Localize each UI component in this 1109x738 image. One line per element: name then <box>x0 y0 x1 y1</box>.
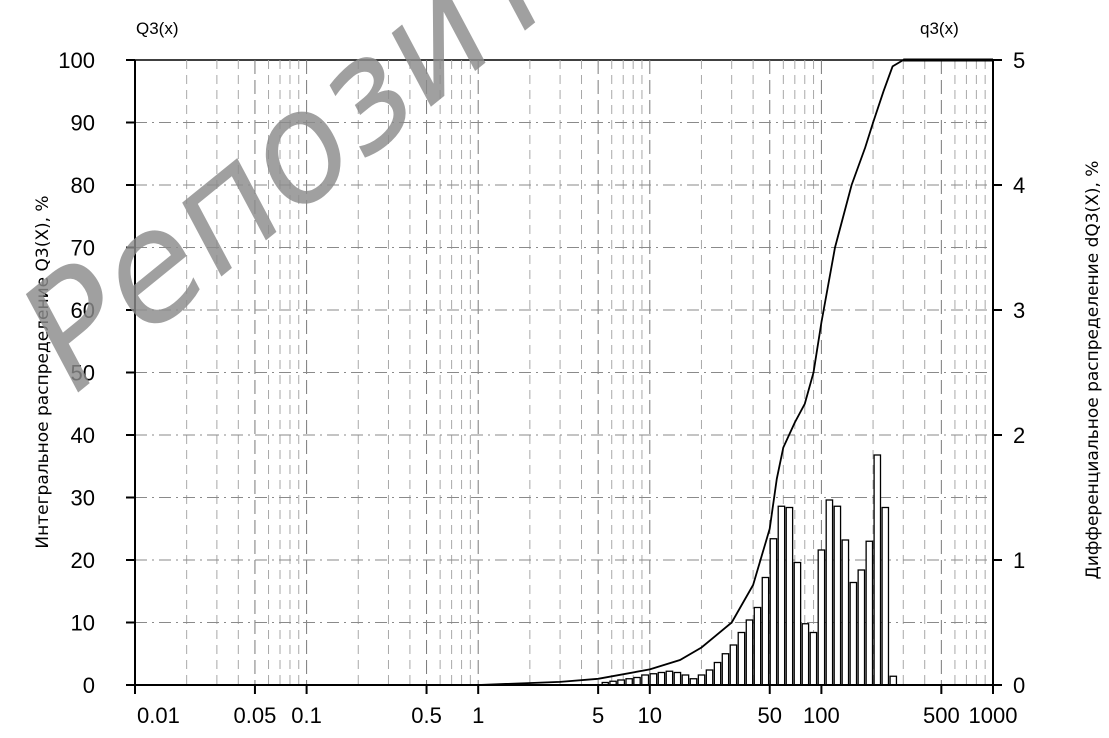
histogram-bar <box>753 606 762 686</box>
right-tick-label: 5 <box>1013 48 1025 73</box>
histogram-bar <box>817 549 826 686</box>
cumulative-series <box>478 58 993 686</box>
histogram-bar <box>761 576 770 686</box>
right-tick-label: 0 <box>1013 673 1025 698</box>
left-tick-label: 0 <box>83 673 95 698</box>
histogram-bar <box>657 671 666 686</box>
left-axis-title: Интегральное распределение Q3(X), % <box>33 195 53 548</box>
histogram-bar <box>729 644 738 686</box>
left-tick-label: 70 <box>71 236 95 261</box>
histogram-bar <box>777 505 786 686</box>
histogram-bar <box>769 538 778 686</box>
histogram-bar <box>833 505 842 686</box>
histogram-bar <box>793 561 802 686</box>
histogram-bar <box>785 506 794 686</box>
right-tick-label: 2 <box>1013 423 1025 448</box>
right-tick-label: 1 <box>1013 548 1025 573</box>
bottom-tick-label: 0.1 <box>291 703 322 728</box>
left-tick-label: 40 <box>71 423 95 448</box>
histogram-bar <box>713 661 722 686</box>
histogram-bar <box>857 569 866 686</box>
bottom-tick-label: 0.05 <box>234 703 277 728</box>
histogram-bar <box>825 499 834 686</box>
left-tick-label: 20 <box>71 548 95 573</box>
histogram-bar <box>737 631 746 686</box>
bottom-tick-label: 1 <box>472 703 484 728</box>
histogram-bar <box>809 631 818 686</box>
bottom-tick-label: 5 <box>592 703 604 728</box>
bottom-tick-label: 0.01 <box>137 703 180 728</box>
histogram-bar <box>849 581 858 686</box>
histogram-bar <box>889 675 898 686</box>
left-tick-label: 30 <box>71 486 95 511</box>
right-tick-label: 3 <box>1013 298 1025 323</box>
bottom-tick-label: 50 <box>758 703 782 728</box>
histogram-bar <box>841 539 850 686</box>
left-tick-label: 90 <box>71 111 95 136</box>
right-tick-label: 4 <box>1013 173 1025 198</box>
histogram-bar <box>745 619 754 686</box>
bottom-tick-label: 500 <box>923 703 960 728</box>
right-axis-title: Дифференциальное распределение dQ3(X), % <box>1083 161 1103 580</box>
histogram-bar <box>681 674 690 686</box>
histogram-bar <box>881 506 890 686</box>
bottom-tick-label: 1000 <box>969 703 1018 728</box>
histogram-bar <box>641 674 650 686</box>
left-tick-label: 10 <box>71 611 95 636</box>
histogram-bar <box>673 671 682 686</box>
histogram-bar <box>801 623 810 686</box>
left-tick-label: 50 <box>71 361 95 386</box>
histogram-bar <box>721 653 730 686</box>
histogram-bar <box>873 454 882 686</box>
histogram-bar <box>649 673 658 686</box>
cumulative-line <box>478 59 993 686</box>
histogram-bar <box>865 540 874 686</box>
histogram-bar <box>665 670 674 686</box>
bottom-tick-label: 10 <box>638 703 662 728</box>
histogram-bar <box>697 674 706 686</box>
left-corner-label: Q3(x) <box>136 19 179 38</box>
bottom-tick-label: 100 <box>803 703 840 728</box>
left-tick-label: 60 <box>71 298 95 323</box>
bottom-tick-label: 0.5 <box>411 703 442 728</box>
left-tick-label: 80 <box>71 173 95 198</box>
histogram-bar <box>633 676 641 686</box>
right-corner-label: q3(x) <box>920 19 959 38</box>
left-tick-label: 100 <box>58 48 95 73</box>
histogram-bar <box>705 669 714 686</box>
